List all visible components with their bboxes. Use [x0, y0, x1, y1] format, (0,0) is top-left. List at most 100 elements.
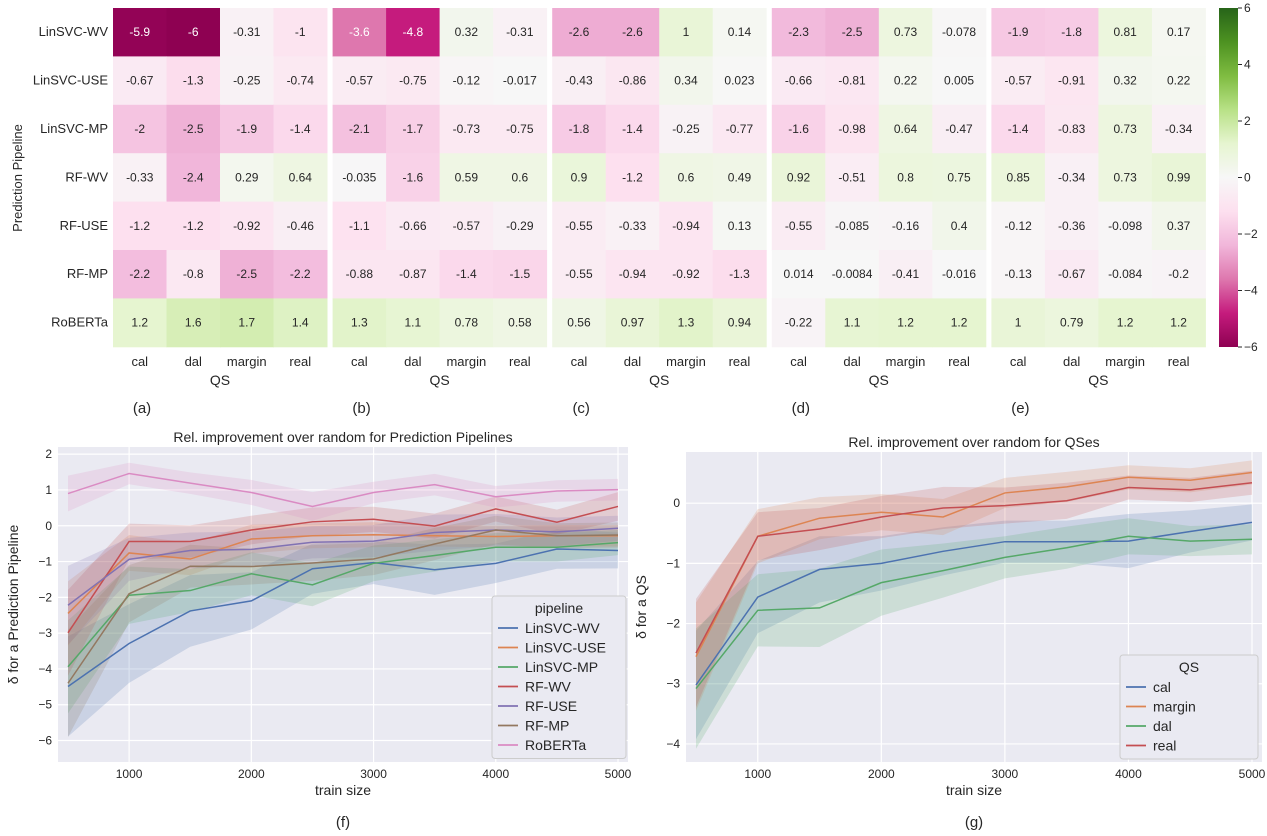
heatmap-panel-1: Train size: 1000-5.9-6-0.31-1-0.67-1.3-0…: [113, 8, 328, 417]
heatmap-cell-label: 0.59: [455, 170, 479, 184]
heatmap-cell-fill: [991, 201, 1046, 251]
heatmap-cell: 1.2: [932, 298, 987, 348]
x-tick-label: dal: [624, 354, 641, 369]
heatmap-cell: 1.1: [825, 298, 880, 348]
y-tick-label: −1: [38, 555, 52, 569]
heatmap-cell: -1.9: [991, 8, 1046, 57]
heatmap-cell: -0.91: [1044, 56, 1099, 106]
heatmap-cell-label: 0.17: [1167, 25, 1191, 39]
heatmap-cell-fill: [552, 104, 607, 154]
x-tick-label: margin: [1105, 354, 1145, 369]
x-axis-label: train size: [315, 782, 371, 798]
heatmap-cell-label: 0.8: [897, 170, 914, 184]
heatmap-cell-label: -2: [134, 122, 145, 136]
heatmap-cell-label: -1.2: [129, 219, 150, 233]
y-tick-label: −2: [38, 590, 52, 604]
heatmap-cell: 1.3: [332, 298, 387, 348]
heatmap-cell-fill: [878, 201, 933, 251]
legend-label: LinSVC-WV: [525, 620, 600, 636]
heatmap-cell: -1.1: [332, 201, 387, 251]
panel-caption: (f): [336, 814, 350, 831]
heatmap-cell-fill: [493, 56, 548, 106]
heatmap-cell-fill: [220, 8, 274, 57]
heatmap-cell-label: 1: [683, 25, 690, 39]
colorbar-gradient: [1219, 8, 1238, 347]
heatmap-cell: -0.33: [113, 153, 167, 203]
heatmap-cell: -2.6: [552, 8, 607, 57]
heatmap-cell-label: -0.12: [453, 74, 481, 88]
heatmap-cell-label: -0.67: [126, 74, 154, 88]
heatmap-cell-fill: [825, 104, 880, 154]
heatmap-cell-label: -1.3: [183, 74, 204, 88]
heatmap-cell-fill: [1098, 298, 1153, 348]
heatmap-cell-fill: [1044, 56, 1099, 106]
heatmap-cell: 0.49: [712, 153, 767, 203]
x-tick-label: margin: [886, 354, 926, 369]
heatmap-cell-label: 0.97: [621, 316, 645, 330]
heatmap-cell-fill: [439, 298, 494, 348]
panel-caption: (c): [572, 400, 590, 417]
heatmap-cell: -0.81: [825, 56, 880, 106]
heatmap-cell-label: -0.66: [785, 74, 813, 88]
heatmap-cell-fill: [332, 250, 387, 299]
heatmap-cell-fill: [932, 8, 987, 57]
heatmap-cell-label: -0.098: [1108, 219, 1142, 233]
heatmap-cell-label: -0.87: [399, 267, 427, 281]
heatmap-cell-fill: [712, 153, 767, 203]
heatmap-cell: -0.57: [439, 201, 494, 251]
heatmap-cell-fill: [659, 201, 714, 251]
heatmap-cell-fill: [439, 250, 494, 299]
heatmap-cell: -2.2: [113, 250, 167, 299]
heatmap-cell-label: -0.13: [1004, 267, 1032, 281]
heatmap-cell: -0.51: [825, 153, 880, 203]
x-tick-label: 2000: [868, 767, 895, 781]
heatmap-cell-fill: [273, 104, 328, 154]
heatmap-cell-fill: [386, 250, 441, 299]
heatmap-cell: -0.084: [1098, 250, 1153, 299]
heatmap-cell-fill: [771, 201, 826, 251]
heatmap-cell-label: -0.34: [1058, 170, 1086, 184]
heatmap-cell: -2.5: [166, 104, 221, 154]
heatmap-cell-fill: [605, 250, 660, 299]
heatmap-cell-fill: [493, 250, 548, 299]
heatmap-cell-label: 0.73: [1113, 170, 1137, 184]
heatmap-cell-fill: [166, 201, 221, 251]
heatmap-cell-fill: [932, 201, 987, 251]
heatmap-cell: -0.31: [220, 8, 274, 57]
heatmap-cell-label: -0.55: [565, 267, 593, 281]
heatmap-cell-fill: [493, 298, 548, 348]
colorbar: 6 4 2 0 −2 −4 −6: [1219, 1, 1258, 354]
heatmap-cell-fill: [1151, 104, 1206, 154]
heatmap-cell-fill: [825, 250, 880, 299]
heatmap-cell-fill: [932, 104, 987, 154]
heatmap-cell-fill: [1151, 153, 1206, 203]
heatmap-cell-fill: [166, 298, 221, 348]
heatmap-cell: -0.078: [932, 8, 987, 57]
heatmap-cell-label: -1.1: [349, 219, 370, 233]
heatmap-cell: -0.94: [605, 250, 660, 299]
heatmap-cell-label: 0.79: [1060, 316, 1084, 330]
heatmap-cell-label: 0.22: [894, 74, 918, 88]
heatmap-cell-fill: [1151, 8, 1206, 57]
heatmap-cell-fill: [439, 8, 494, 57]
heatmap-cell-label: 0.6: [512, 170, 529, 184]
heatmap-cell-fill: [771, 8, 826, 57]
heatmap-cell-label: -2.1: [349, 122, 370, 136]
heatmap-cell: 0.97: [605, 298, 660, 348]
heatmap-cell-label: -0.74: [287, 74, 315, 88]
heatmap-cell-fill: [1044, 298, 1099, 348]
heatmap-cell-label: -2.6: [569, 25, 590, 39]
heatmap-cell-label: 0.32: [455, 25, 479, 39]
heatmap-cell: -0.66: [386, 201, 441, 251]
series-line-margin: [695, 471, 1253, 658]
heatmap-cell-fill: [712, 56, 767, 106]
heatmap-cell-fill: [712, 250, 767, 299]
heatmap-cell: -0.31: [493, 8, 548, 57]
heatmap-cell-label: -1.8: [569, 122, 590, 136]
heatmap-cell: 1.7: [220, 298, 274, 348]
heatmap-cell-fill: [659, 104, 714, 154]
heatmap-cell-label: -0.55: [565, 219, 593, 233]
heatmap-cell-label: 0.14: [728, 25, 752, 39]
heatmap-cell-label: -0.94: [672, 219, 700, 233]
heatmap-cell-fill: [273, 298, 328, 348]
